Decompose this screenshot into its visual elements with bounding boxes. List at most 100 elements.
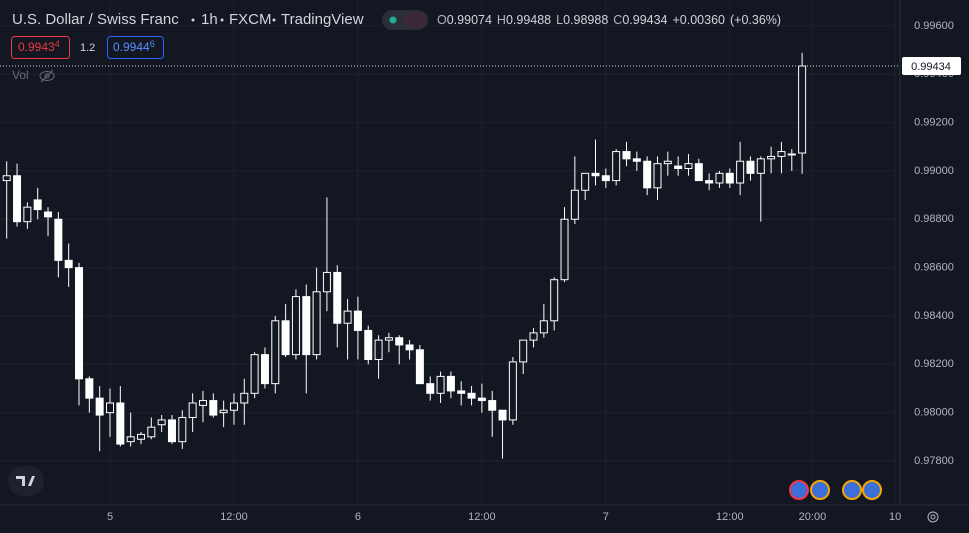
status-icon (403, 12, 427, 28)
candle-body (787, 153, 796, 156)
candle-body (467, 392, 476, 399)
candle-body (736, 160, 745, 184)
sell-price: 0.99434 (18, 39, 60, 54)
ohlc-label: H (497, 13, 506, 27)
ohlc-label: O (437, 13, 447, 27)
y-tick-label: 0.99600 (914, 20, 954, 32)
change-percent: (+0.36%) (730, 13, 781, 27)
y-tick-label: 0.99000 (914, 165, 954, 177)
separator (191, 18, 195, 22)
candles (2, 52, 807, 459)
candle-body (405, 344, 414, 351)
candle-body (674, 165, 683, 169)
candle-body (570, 189, 579, 220)
candle-body (777, 151, 786, 157)
candle-body (498, 409, 507, 421)
candle-body (705, 180, 714, 184)
y-tick-label: 0.97800 (914, 455, 954, 467)
candle-body (632, 158, 641, 162)
event-icons[interactable] (789, 480, 882, 500)
eye-off-icon[interactable] (39, 69, 55, 83)
y-tick-label: 0.98800 (914, 213, 954, 225)
ohlc-label: L (556, 13, 563, 27)
last-price-label: 0.99434 (911, 61, 951, 73)
candle-body (302, 296, 311, 356)
logo[interactable] (8, 466, 44, 496)
buy-price: 0.99446 (113, 39, 155, 54)
sell-button[interactable] (11, 36, 70, 59)
candle-body (601, 175, 610, 182)
candle-body (136, 433, 145, 440)
candle-body (23, 206, 32, 223)
sell-pip: 4 (55, 39, 60, 49)
settings-icon[interactable] (927, 511, 939, 523)
candle-body (13, 175, 22, 223)
candle-body (477, 397, 486, 402)
candle-body (798, 65, 807, 154)
x-tick-label: 7 (603, 511, 609, 523)
candle-body (756, 158, 765, 174)
candle-body (240, 392, 249, 404)
candle-body (219, 409, 228, 414)
candle-body (54, 218, 63, 261)
candle-body (157, 419, 166, 426)
candle-body (333, 271, 342, 324)
spread: 1.2 (80, 42, 95, 54)
candle-body (281, 320, 290, 356)
candle-body (188, 402, 197, 418)
candle-body (229, 402, 238, 411)
candle-body (426, 383, 435, 394)
x-tick-label: 12:00 (468, 511, 496, 523)
x-tick-label: 5 (107, 511, 113, 523)
candle-body (312, 291, 321, 356)
ohlc-value: 0.99488 (506, 13, 551, 27)
volume-label: Vol (12, 68, 29, 82)
candle-body (147, 426, 156, 438)
candle-body (106, 402, 114, 414)
symbol: U.S. Dollar / Swiss Franc (12, 11, 179, 28)
grid (0, 0, 900, 505)
candle-body (519, 339, 528, 363)
candle-body (250, 354, 259, 394)
candle-body (116, 402, 125, 445)
candle-body (653, 163, 662, 189)
buy-button[interactable] (107, 36, 164, 59)
candle-body (95, 397, 104, 416)
interval: 1h (201, 11, 218, 28)
candle-body (684, 163, 693, 169)
candle-body (126, 436, 135, 443)
candle-body (446, 375, 455, 392)
candle-body (663, 160, 672, 165)
candle-body (508, 361, 517, 421)
ohlc-value: 0.99434 (622, 13, 667, 27)
ohlc-legend: O0.99074 H0.99488 L0.98988 C0.99434 +0.00360… (437, 13, 781, 27)
candle-body (715, 172, 724, 184)
candle-body (725, 172, 734, 184)
ohlc-label: C (613, 13, 622, 27)
candle-body (591, 172, 600, 177)
candle-body (581, 172, 590, 191)
y-tick-label: 0.99200 (914, 116, 954, 128)
logo-mark (16, 476, 35, 486)
candle-body (488, 400, 497, 411)
y-tick-label: 0.98200 (914, 358, 954, 370)
candle-body (539, 320, 548, 334)
candle-body (415, 349, 424, 385)
last-price-tag (902, 56, 961, 75)
candle-body (694, 163, 703, 182)
candle-body (198, 400, 207, 406)
x-tick-label: 10 (889, 511, 901, 523)
y-tick-label: 0.98400 (914, 310, 954, 322)
buy-pip: 6 (150, 39, 155, 49)
candle-body (2, 175, 11, 182)
candle-body (364, 329, 373, 360)
candle-body (260, 354, 269, 385)
candle-body (767, 155, 776, 160)
exchange: FXCM (229, 11, 272, 28)
candle-body (374, 339, 383, 360)
separator (272, 18, 276, 22)
candle-body (395, 337, 404, 346)
candle-body (322, 271, 331, 293)
